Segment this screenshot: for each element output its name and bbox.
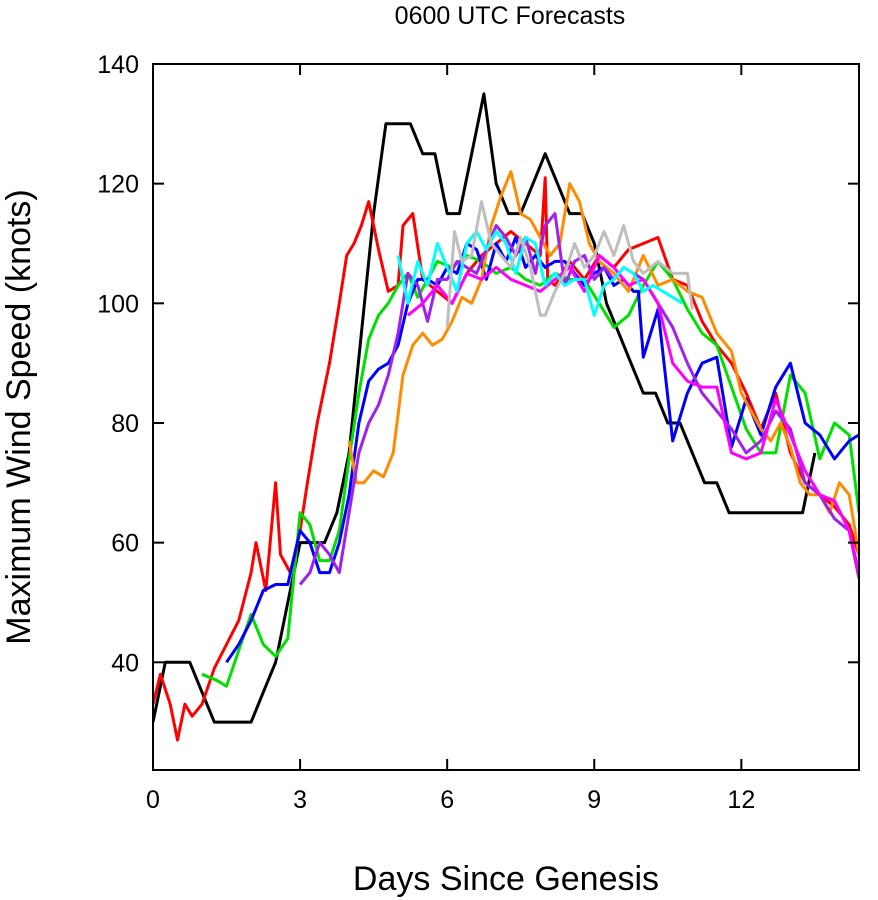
x-tick-label: 6 [440,786,454,814]
x-axis-title: Days Since Genesis [353,860,659,898]
y-tick-label: 120 [97,171,139,199]
y-tick-label: 80 [111,410,139,438]
series-line-5 [347,170,859,555]
series-line-1 [153,92,817,724]
series-line-3 [201,254,859,688]
y-tick-label: 100 [97,290,139,318]
series-line-6 [298,212,859,586]
x-tick-label: 0 [146,786,160,814]
x-tick-label: 9 [587,786,601,814]
ticks-layer: 0 3 6 9 12 40 60 80 100 120 140 [97,51,859,814]
chart-title: 0600 UTC Forecasts [395,2,626,30]
x-tick-label: 3 [293,786,307,814]
plot-frame [152,63,860,771]
series-line-2 [153,176,859,742]
y-tick-label: 140 [97,51,139,79]
y-tick-label: 60 [111,530,139,558]
series-line-9 [445,200,694,328]
y-axis-title: Maximum Wind Speed (knots) [0,189,38,644]
series-line-7 [406,254,859,573]
series-layer [153,92,859,742]
series-line-8 [396,230,684,317]
series-line-4 [225,236,859,664]
y-tick-label: 40 [111,649,139,677]
x-tick-label: 12 [727,786,755,814]
